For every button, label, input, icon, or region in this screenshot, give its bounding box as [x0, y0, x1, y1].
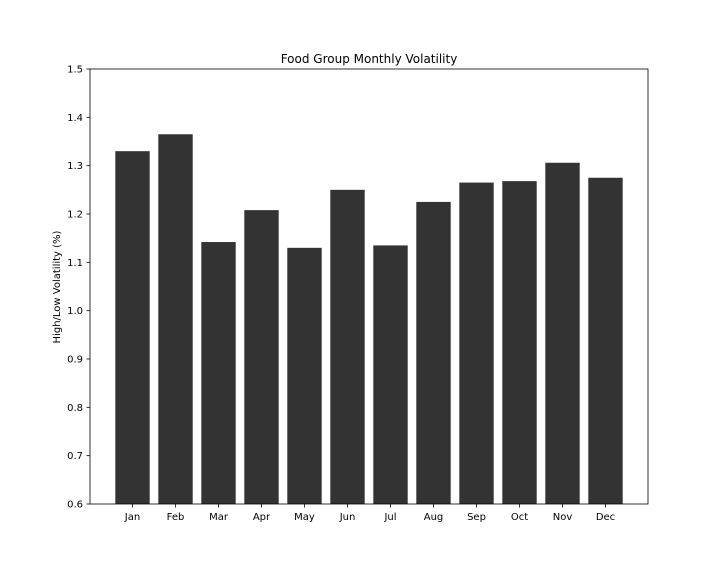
y-tick-label: 0.6: [67, 500, 83, 511]
bar-dec: [588, 177, 623, 504]
y-tick-label: 1.4: [67, 113, 83, 124]
x-tick-label: Mar: [209, 512, 229, 523]
y-tick-label: 0.9: [67, 355, 83, 366]
x-tick-label: Oct: [511, 512, 528, 523]
bar-mar: [201, 242, 236, 504]
bars-group: [115, 134, 623, 505]
bar-may: [287, 247, 322, 504]
x-tick-label: Jul: [383, 512, 396, 523]
x-tick-label: Dec: [596, 512, 615, 523]
chart-title: Food Group Monthly Volatility: [281, 52, 458, 66]
x-tick-label: Jan: [124, 512, 140, 523]
y-tick-label: 1.5: [67, 65, 83, 76]
bar-jul: [373, 245, 408, 505]
x-tick-label: Jun: [339, 512, 356, 523]
bar-feb: [158, 134, 193, 504]
bar-sep: [459, 182, 494, 504]
y-tick-label: 1.3: [67, 161, 83, 172]
y-tick-label: 0.8: [67, 403, 83, 414]
x-tick-label: Sep: [467, 512, 486, 523]
plot-frame: [89, 68, 649, 505]
bar-jun: [330, 189, 365, 504]
bar-apr: [244, 210, 279, 504]
y-axis-label: High/Low Volatility (%): [52, 230, 63, 343]
x-tick-label: Nov: [553, 512, 573, 523]
bar-nov: [545, 162, 580, 504]
x-tick-label: Feb: [167, 512, 185, 523]
y-tick-label: 1.2: [67, 210, 83, 221]
bar-jan: [115, 151, 150, 505]
y-tick-label: 0.7: [67, 451, 83, 462]
y-axis-ticks: 0.6 0.7 0.8 0.9 1.0 1.1 1.2 1.3 1.4 1.5: [67, 65, 90, 511]
y-tick-label: 1.0: [67, 306, 83, 317]
bar-oct: [502, 181, 537, 504]
bar-aug: [416, 201, 451, 505]
y-tick-label: 1.1: [67, 258, 83, 269]
x-tick-label: Aug: [424, 512, 444, 523]
x-axis-ticks: Jan Feb Mar Apr May Jun Jul Aug Sep Oct Nov Dec: [124, 504, 615, 523]
x-tick-label: May: [294, 512, 315, 523]
x-tick-label: Apr: [253, 512, 271, 523]
